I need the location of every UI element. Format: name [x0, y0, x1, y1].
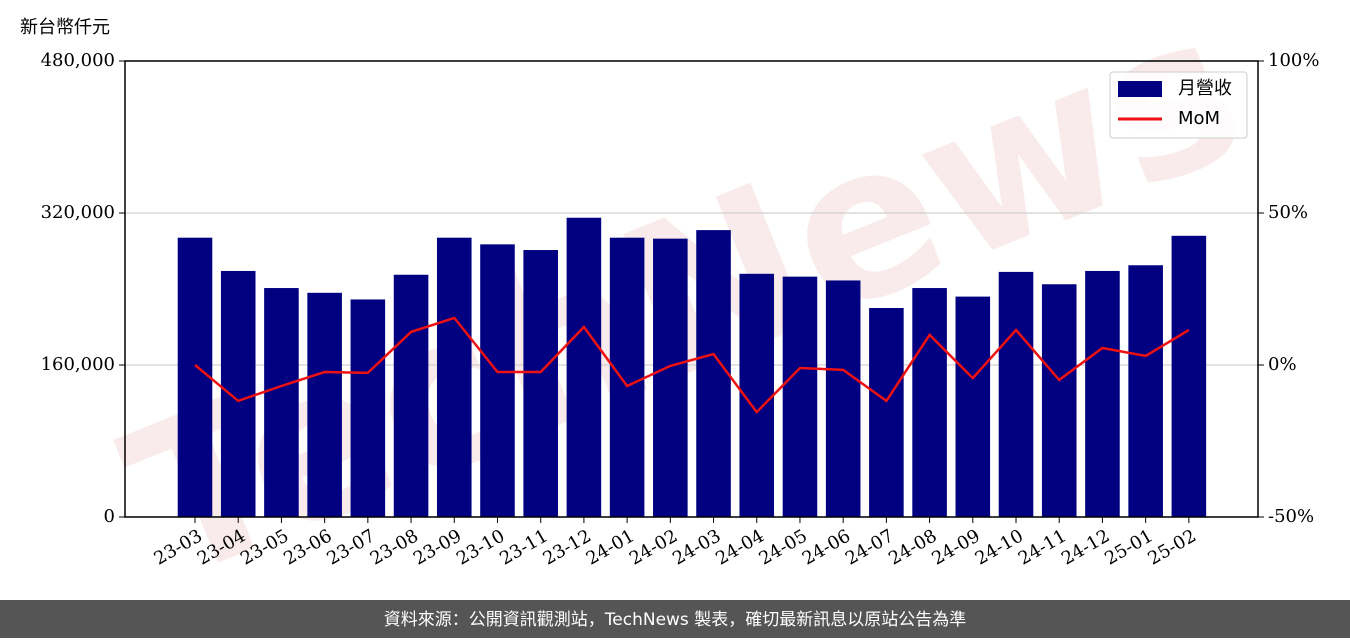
- x-tick-label: 24-03: [669, 525, 724, 569]
- x-tick-label: 24-01: [583, 525, 638, 569]
- bar: [480, 244, 515, 517]
- bar: [955, 296, 991, 517]
- x-tick-label: 24-10: [972, 525, 1027, 569]
- x-tick-label: 25-01: [1101, 525, 1156, 569]
- bar: [350, 299, 386, 517]
- x-tick-label: 24-11: [1015, 525, 1070, 569]
- x-tick-label: 24-04: [712, 525, 767, 569]
- bar: [998, 271, 1034, 517]
- bar: [264, 288, 299, 517]
- bar: [869, 308, 904, 517]
- bar: [696, 230, 731, 517]
- x-tick-label: 24-02: [626, 525, 681, 569]
- x-tick-label: 24-12: [1058, 525, 1113, 569]
- y2-tick-label: -50%: [1268, 506, 1314, 527]
- bar: [177, 237, 213, 517]
- source-note: 資料來源：公開資訊觀測站，TechNews 製表，確切最新訊息以原站公告為準: [384, 610, 966, 630]
- legend-label: MoM: [1178, 108, 1220, 129]
- bar: [393, 274, 429, 517]
- bar: [1041, 284, 1077, 517]
- y2-tick-label: 100%: [1268, 50, 1319, 71]
- bar: [307, 292, 342, 517]
- plot-frame: [124, 60, 1259, 518]
- x-tick-label: 23-11: [496, 525, 551, 569]
- x-tick-label: 24-06: [799, 525, 854, 569]
- x-tick-label: 23-12: [539, 525, 594, 569]
- y2-tick-label: 0%: [1268, 354, 1297, 375]
- y-tick-label: 160,000: [41, 354, 115, 375]
- footer-bar: [0, 600, 1350, 638]
- y2-tick-label: 50%: [1268, 202, 1308, 223]
- bar: [609, 237, 645, 517]
- bar: [566, 217, 602, 517]
- x-tick-label: 24-05: [756, 525, 811, 569]
- bar: [782, 276, 818, 517]
- x-tick-label: 24-07: [842, 525, 897, 569]
- bar: [220, 270, 256, 517]
- bar: [1085, 270, 1120, 517]
- bar: [912, 288, 947, 517]
- bar: [1128, 265, 1163, 517]
- line: [194, 316, 1190, 415]
- bar: [653, 238, 688, 517]
- y-tick-label: 0: [104, 506, 115, 527]
- x-tick-label: 25-02: [1144, 525, 1199, 569]
- bar: [523, 250, 558, 518]
- bar: [1171, 235, 1207, 518]
- x-tick-label: 24-09: [928, 525, 983, 569]
- x-tick-label: 23-10: [453, 525, 508, 569]
- y-tick-label: 480,000: [41, 50, 115, 71]
- legend-label: 月營收: [1178, 78, 1232, 99]
- bar: [436, 237, 472, 517]
- x-tick-label: 24-08: [885, 525, 940, 569]
- y-tick-label: 320,000: [41, 202, 115, 223]
- bar: [825, 280, 861, 517]
- legend-swatch: [1118, 81, 1162, 97]
- y-axis-unit: 新台幣仟元: [20, 17, 110, 38]
